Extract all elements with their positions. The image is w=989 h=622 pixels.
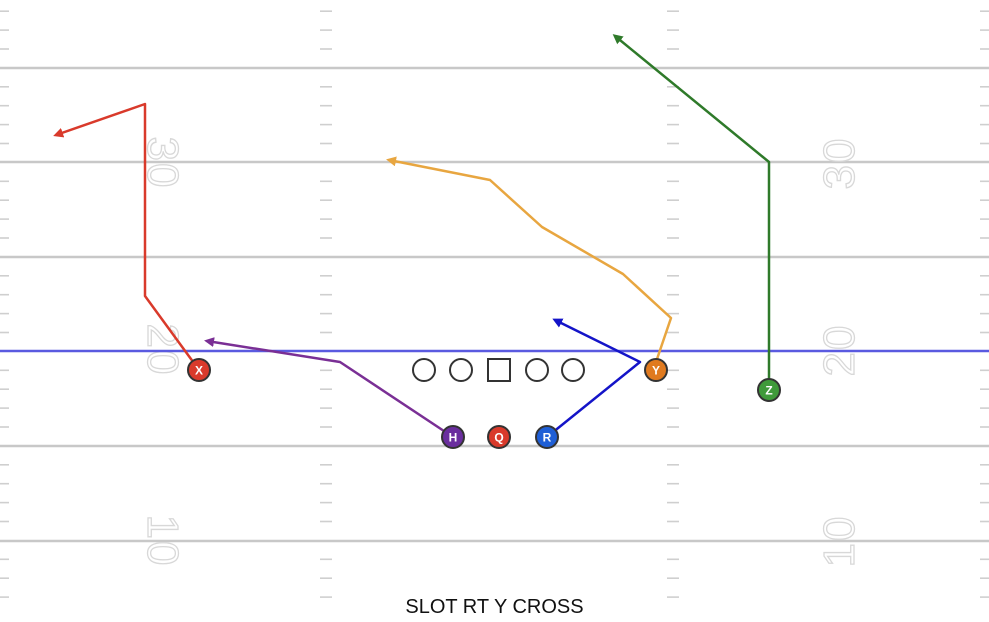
player-y: Y	[644, 358, 668, 382]
player-y-label: Y	[652, 364, 660, 378]
play-title: SLOT RT Y CROSS	[405, 596, 584, 618]
player-h: H	[441, 425, 465, 449]
center	[487, 358, 511, 382]
left-tackle	[412, 358, 436, 382]
player-z: Z	[757, 378, 781, 402]
route-h	[204, 337, 454, 439]
player-r-label: R	[543, 431, 552, 445]
yard-number-right-10: 10	[815, 515, 864, 568]
route-r	[546, 318, 642, 438]
player-r: R	[535, 425, 559, 449]
yard-number-left-10: 10	[138, 515, 187, 568]
player-q: Q	[487, 425, 511, 449]
offensive-line	[412, 358, 585, 382]
left-guard	[449, 358, 473, 382]
routes	[53, 34, 771, 439]
player-q-label: Q	[494, 431, 503, 445]
player-x-label: X	[195, 364, 203, 378]
skill-players: X H Q R Y Z	[187, 358, 781, 449]
right-tackle	[561, 358, 585, 382]
hash-marks	[0, 10, 989, 598]
right-guard	[525, 358, 549, 382]
yard-number-right-30: 30	[815, 137, 864, 190]
player-h-label: H	[449, 431, 458, 445]
player-z-label: Z	[765, 384, 772, 398]
route-x	[53, 102, 201, 371]
player-x: X	[187, 358, 211, 382]
route-y	[386, 156, 673, 363]
route-z	[612, 34, 771, 382]
